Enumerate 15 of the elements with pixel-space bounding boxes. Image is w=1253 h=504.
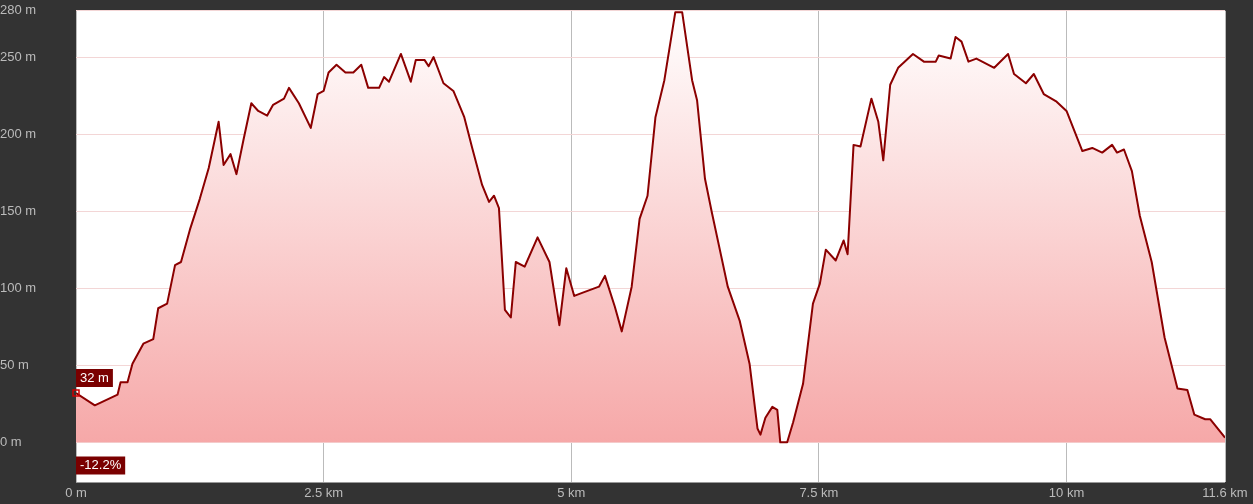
y-tick-label: 150 m xyxy=(0,202,37,218)
x-tick-label: 0 m xyxy=(65,484,87,500)
x-tick-label: 2.5 km xyxy=(304,484,344,500)
x-tick-label: 7.5 km xyxy=(799,484,839,500)
x-tick-label: 11.6 km xyxy=(1202,484,1248,500)
y-tick-label: 100 m xyxy=(0,279,37,295)
y-tick-label: 250 m xyxy=(0,48,37,64)
annotation: -12.2% xyxy=(80,456,122,472)
x-tick-label: 10 km xyxy=(1048,484,1085,500)
y-tick-label: 280 m xyxy=(0,2,37,18)
y-tick-label: 200 m xyxy=(0,125,37,141)
y-tick-label: 50 m xyxy=(0,356,29,372)
x-tick-label: 5 km xyxy=(557,484,586,500)
y-tick-label: 0 m xyxy=(0,433,22,449)
annotation: 32 m xyxy=(80,369,109,385)
